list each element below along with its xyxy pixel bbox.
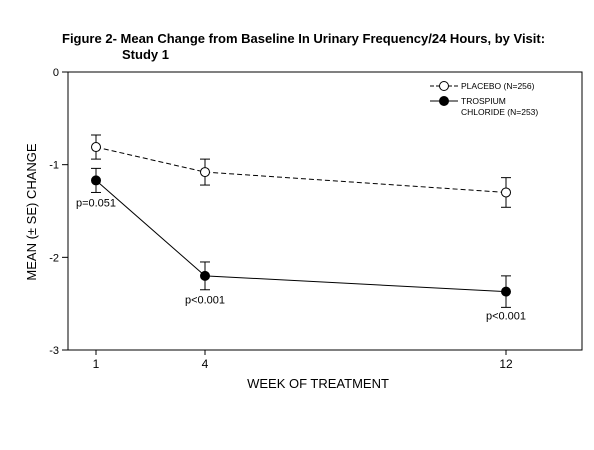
series-line (95, 180, 507, 293)
y-tick-label: -3 (49, 345, 59, 357)
chart-title: Figure 2- Mean Change from Baseline In U… (62, 31, 592, 63)
x-axis: 1 4 12 (93, 350, 513, 371)
p-value-annotation: p<0.001 (185, 295, 225, 307)
legend-item-1: PLACEBO (N=256) (430, 81, 535, 91)
legend-marker (439, 96, 449, 106)
data-point (200, 167, 210, 178)
legend-label: TROSPIUM (461, 96, 506, 106)
legend-label: CHLORIDE (N=253) (461, 107, 538, 117)
annotations: p=0.051 p<0.001 p<0.001 (76, 197, 526, 322)
data-point (91, 175, 101, 186)
series-1 (91, 134, 511, 208)
y-axis-label: MEAN (± SE) CHANGE (24, 143, 39, 280)
x-tick-label: 12 (499, 357, 513, 371)
data-point (200, 270, 210, 281)
chart-title-line1: Figure 2- Mean Change from Baseline In U… (62, 31, 546, 46)
legend-label: PLACEBO (N=256) (461, 81, 535, 91)
plot-area-border (67, 71, 583, 351)
chart-title-line2: Study 1 (122, 47, 169, 62)
series-2 (91, 167, 511, 308)
y-axis: 0 -1 -2 -3 (49, 67, 68, 357)
y-tick-label: -1 (49, 160, 59, 172)
plot-frame (67, 71, 583, 351)
p-value-annotation: p=0.051 (76, 197, 116, 209)
x-tick-label: 1 (93, 357, 100, 371)
data-point (501, 286, 511, 297)
x-tick-label: 4 (202, 357, 209, 371)
legend-marker (439, 81, 449, 91)
y-tick-label: 0 (53, 67, 59, 79)
series-line (95, 146, 507, 193)
y-tick-label: -2 (49, 252, 59, 264)
x-axis-label: WEEK OF TREATMENT (247, 376, 389, 391)
data-point (501, 187, 511, 198)
data-point (91, 142, 101, 153)
series-group (91, 134, 511, 308)
p-value-annotation: p<0.001 (486, 310, 526, 322)
